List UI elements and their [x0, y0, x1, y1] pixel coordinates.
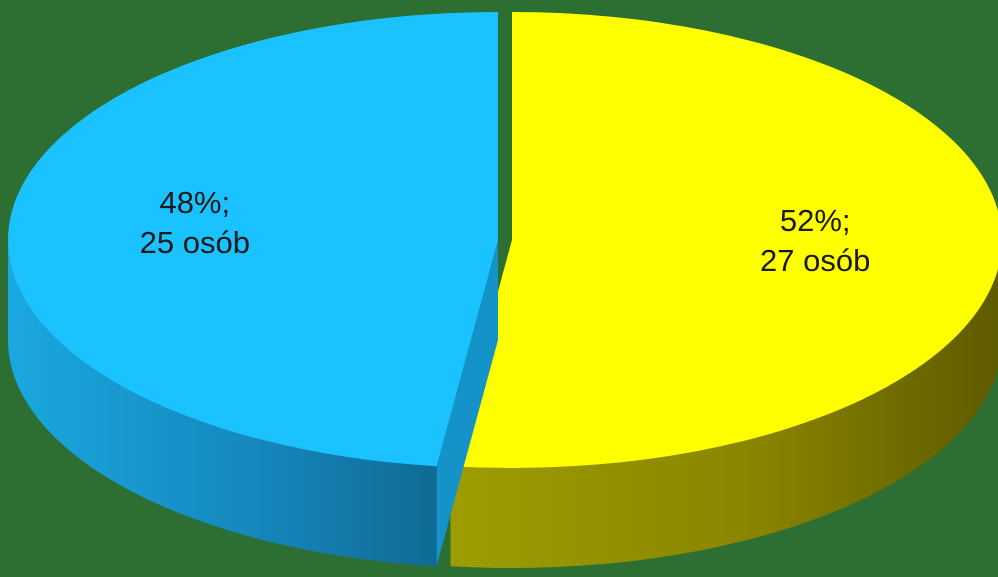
- pie-slice-2-label: 48%; 25 osób: [140, 185, 250, 260]
- pie-slice-2-count-label: 25 osób: [140, 225, 250, 260]
- pie-slice-2: [7, 12, 498, 567]
- pie-slice-1-label: 52%; 27 osób: [760, 203, 870, 278]
- pie-slice-1-count-label: 27 osób: [760, 243, 870, 278]
- pie-slice-1-top: [450, 12, 998, 468]
- pie-slice-1: [450, 12, 998, 568]
- pie-slice-2-percent-label: 48%;: [159, 185, 230, 220]
- pie-slice-2-side: [8, 240, 437, 567]
- pie-slice-2-cut-face: [436, 240, 498, 567]
- pie-slice-1-percent-label: 52%;: [780, 203, 851, 238]
- pie-slice-1-side: [450, 268, 998, 568]
- pie-slice-2-top: [7, 12, 498, 467]
